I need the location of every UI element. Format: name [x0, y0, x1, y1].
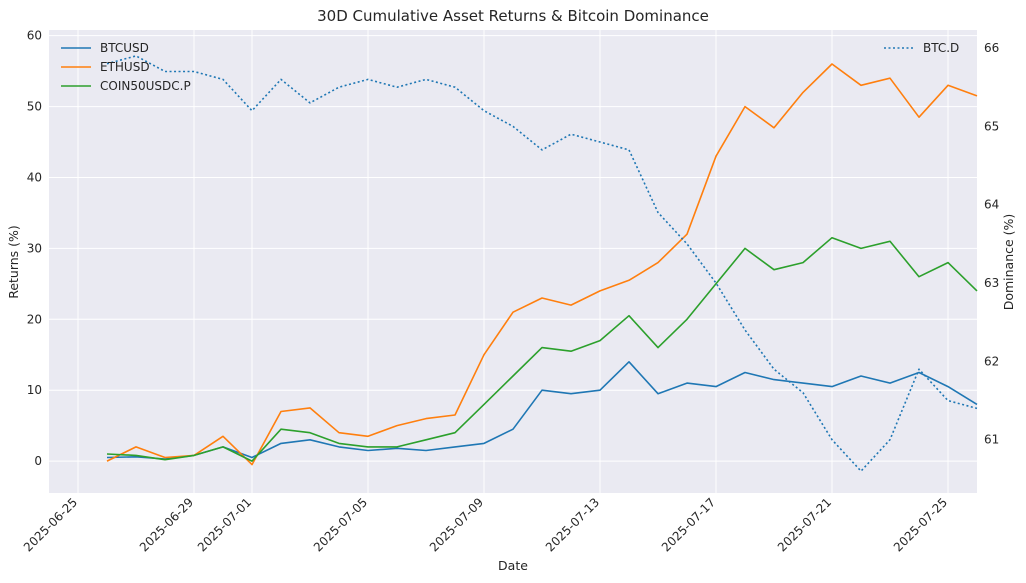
plot-background	[49, 30, 977, 493]
series-line-btc-d	[106, 55, 978, 472]
x-tick-label: 2025-07-09	[427, 495, 486, 554]
x-tick-label: 2025-07-21	[775, 495, 834, 554]
series-line-ethusd	[106, 63, 978, 466]
x-tick-label: 2025-06-29	[137, 495, 196, 554]
chart-title: 30D Cumulative Asset Returns & Bitcoin D…	[317, 7, 709, 25]
x-tick-label: 2025-07-17	[659, 495, 718, 554]
legend-right: BTC.D	[884, 41, 959, 55]
legend-label: BTC.D	[923, 41, 959, 55]
x-axis-label: Date	[498, 558, 528, 573]
y-tick-label: 0	[34, 454, 42, 468]
x-tick-label: 2025-07-01	[195, 495, 254, 554]
y2-tick-label: 61	[984, 433, 999, 447]
y-tick-label: 50	[27, 100, 42, 114]
x-tick-label: 2025-07-25	[891, 495, 950, 554]
y2-tick-label: 62	[984, 354, 999, 368]
y2-axis-label: Dominance (%)	[1001, 214, 1016, 311]
y2-tick-label: 64	[984, 198, 999, 212]
y-tick-label: 10	[27, 383, 42, 397]
legend-label: COIN50USDC.P	[100, 79, 191, 93]
series-layer	[106, 55, 978, 472]
y-tick-label: 40	[27, 170, 42, 184]
series-line-btcusd	[106, 360, 978, 460]
grid	[49, 30, 977, 493]
x-tick-label: 2025-07-13	[543, 495, 602, 554]
y2-tick-label: 63	[984, 276, 999, 290]
y-axis-label: Returns (%)	[6, 225, 21, 299]
series-line-coin50usdc-p	[106, 236, 978, 462]
x-tick-label: 2025-07-05	[311, 495, 370, 554]
y-tick-label: 30	[27, 241, 42, 255]
x-tick-label: 2025-06-25	[21, 495, 80, 554]
y-tick-label: 20	[27, 312, 42, 326]
y-axis-ticks: 0 10 20 30 40 50 60	[27, 29, 42, 468]
y2-tick-label: 65	[984, 119, 999, 133]
legend-label: ETHUSD	[100, 60, 150, 74]
y2-tick-label: 66	[984, 41, 999, 55]
y-tick-label: 60	[27, 29, 42, 43]
legend-left: BTCUSD ETHUSD COIN50USDC.P	[61, 41, 191, 93]
y2-axis-ticks: 61 62 63 64 65 66	[984, 41, 999, 447]
legend-label: BTCUSD	[100, 41, 149, 55]
